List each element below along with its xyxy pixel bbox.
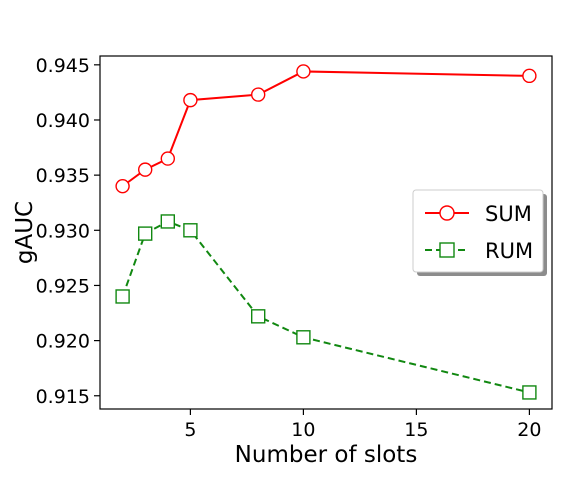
x-axis-title: Number of slots	[235, 442, 418, 468]
legend-marker-rum	[439, 242, 455, 258]
legend-items: SUM RUM	[425, 202, 533, 263]
legend-item-rum: RUM	[425, 239, 533, 263]
legend: SUM RUM	[412, 189, 547, 276]
data-point-sum	[296, 64, 311, 79]
data-point-rum	[137, 226, 153, 241]
legend-label-rum: RUM	[485, 239, 533, 263]
y-tick-label: 0.935	[36, 165, 90, 187]
data-point-sum	[115, 178, 130, 194]
x-tick-label: 5	[184, 419, 196, 441]
x-tick-label: 20	[517, 419, 541, 441]
data-point-rum	[160, 214, 176, 229]
data-point-rum	[250, 309, 266, 324]
data-point-sum	[160, 151, 176, 166]
y-tick-label: 0.930	[36, 220, 90, 242]
series-rum	[115, 214, 537, 400]
legend-label-sum: SUM	[485, 202, 532, 226]
series-sum	[115, 64, 537, 194]
data-point-sum	[183, 92, 198, 108]
y-tick-label: 0.945	[36, 55, 90, 77]
marks-layer	[115, 64, 537, 400]
y-axis-title: gAUC	[12, 201, 38, 264]
y-tick-label: 0.915	[36, 386, 90, 408]
y-tick-label: 0.940	[36, 110, 90, 132]
plot-frame	[99, 55, 553, 410]
data-point-rum	[115, 289, 130, 304]
y-tick-label: 0.925	[36, 275, 90, 297]
x-tick-label: 10	[291, 419, 315, 441]
legend-marker-sum	[439, 205, 455, 221]
x-tick-label: 15	[404, 419, 428, 441]
data-point-rum	[296, 330, 311, 345]
data-point-rum	[183, 223, 198, 238]
y-tick-label: 0.920	[36, 331, 90, 353]
data-point-rum	[522, 385, 537, 400]
legend-item-sum: SUM	[425, 202, 532, 226]
data-point-sum	[251, 87, 266, 102]
data-point-sum	[137, 162, 153, 177]
ticks-layer: 5 10 15 20 0.915 0.920 0.925 0.930 0.935 0.940 0.9…	[36, 55, 542, 441]
series-line-sum	[122, 70, 530, 187]
data-point-sum	[522, 68, 537, 84]
